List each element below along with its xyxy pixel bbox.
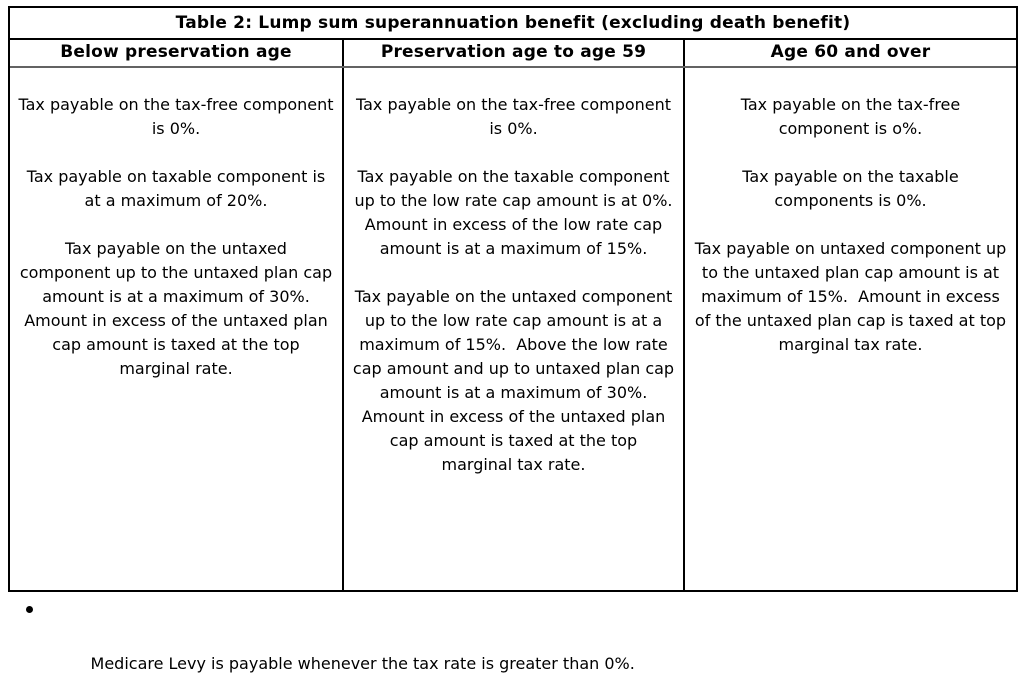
table-title: Table 2: Lump sum superannuation benefit…	[10, 8, 1016, 40]
cell-paragraph: Tax payable on untaxed component up to t…	[694, 239, 1012, 354]
table-header-row: Below preservation age Preservation age …	[10, 40, 1016, 68]
cell-paragraph: Tax payable on the untaxed component up …	[19, 239, 338, 378]
cell-paragraph: Tax payable on the untaxed component up …	[352, 287, 680, 474]
table-body-row: Tax payable on the tax-free component is…	[10, 68, 1016, 590]
column-header-below-preservation-age: Below preservation age	[10, 40, 344, 66]
notes-list: Medicare Levy is payable whenever the ta…	[12, 596, 1012, 678]
cell-paragraph: Tax payable on the tax-free component is…	[18, 95, 339, 138]
note-text: Medicare Levy is payable whenever the ta…	[90, 654, 635, 673]
table-cell-preservation-age-to-59: Tax payable on the tax-free component is…	[344, 68, 685, 590]
bullet-icon	[26, 606, 33, 613]
table-cell-age-60-and-over: Tax payable on the tax-free component is…	[685, 68, 1016, 590]
cell-paragraph: Tax payable on the tax-free component is…	[355, 95, 677, 138]
cell-paragraph: Tax payable on the taxable component up …	[354, 167, 683, 258]
cell-paragraph: Tax payable on the taxable components is…	[742, 167, 964, 210]
table-cell-below-preservation-age: Tax payable on the tax-free component is…	[10, 68, 344, 590]
cell-paragraph: Tax payable on taxable component is at a…	[26, 167, 331, 210]
cell-paragraph: Tax payable on the tax-free component is…	[740, 95, 966, 138]
benefits-table: Table 2: Lump sum superannuation benefit…	[8, 6, 1018, 592]
note-item-medicare-levy: Medicare Levy is payable whenever the ta…	[12, 596, 1012, 678]
column-header-preservation-age-to-59: Preservation age to age 59	[344, 40, 685, 66]
column-header-age-60-and-over: Age 60 and over	[770, 42, 931, 62]
